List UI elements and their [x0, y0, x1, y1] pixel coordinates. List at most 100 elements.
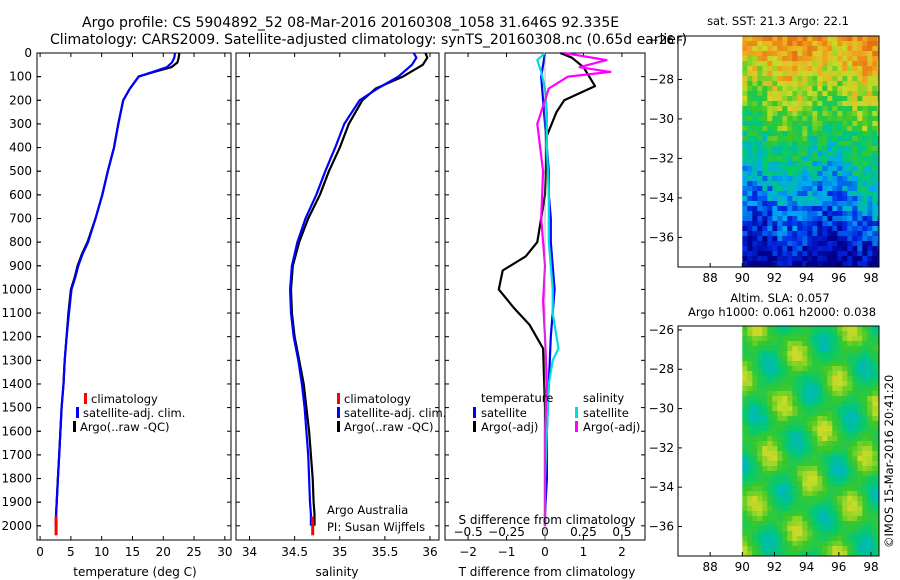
heatmap-cell: [817, 371, 823, 377]
heatmap-cell: [827, 46, 833, 52]
heatmap-cell: [822, 51, 828, 57]
heatmap-cell: [747, 246, 753, 252]
heatmap-cell: [767, 116, 773, 122]
heatmap-cell: [752, 366, 758, 372]
heatmap-cell: [777, 36, 783, 42]
heatmap-cell: [767, 196, 773, 202]
x-tick-label: 25: [186, 545, 201, 559]
heatmap-cell: [842, 221, 848, 227]
heatmap-cell: [807, 366, 813, 372]
heatmap-cell: [812, 371, 818, 377]
heatmap-cell: [822, 401, 828, 407]
heatmap-cell: [812, 336, 818, 342]
heatmap-cell: [752, 451, 758, 457]
heatmap-cell: [812, 111, 818, 117]
heatmap-cell: [857, 381, 863, 387]
heatmap-cell: [797, 256, 803, 262]
heatmap-cell: [747, 476, 753, 482]
heatmap-cell: [797, 521, 803, 527]
heatmap-cell: [812, 181, 818, 187]
heatmap-cell: [837, 126, 843, 132]
heatmap-cell: [767, 481, 773, 487]
y-tick-label: 900: [9, 259, 32, 273]
heatmap-cell: [782, 66, 788, 72]
heatmap-cell: [867, 136, 873, 142]
x-tick-label: 98: [863, 271, 878, 285]
heatmap-cell: [772, 331, 778, 337]
heatmap-cell: [767, 521, 773, 527]
heatmap-cell: [772, 371, 778, 377]
heatmap-cell: [862, 421, 868, 427]
heatmap-cell: [792, 116, 798, 122]
heatmap-cell: [822, 261, 828, 267]
heatmap-cell: [787, 101, 793, 107]
heatmap-cell: [752, 346, 758, 352]
salinity-annotation-2: PI: Susan Wijffels: [327, 520, 425, 534]
heatmap-cell: [812, 171, 818, 177]
heatmap-cell: [742, 441, 748, 447]
heatmap-cell: [782, 491, 788, 497]
heatmap-cell: [872, 176, 878, 182]
heatmap-cell: [847, 431, 853, 437]
heatmap-cell: [852, 331, 858, 337]
heatmap-cell: [857, 371, 863, 377]
heatmap-cell: [792, 181, 798, 187]
heatmap-cell: [807, 406, 813, 412]
heatmap-cell: [817, 516, 823, 522]
heatmap-cell: [867, 71, 873, 77]
heatmap-cell: [847, 236, 853, 242]
y-tick-label: 2000: [1, 519, 32, 533]
heatmap-cell: [747, 261, 753, 267]
heatmap-cell: [792, 221, 798, 227]
heatmap-cell: [842, 166, 848, 172]
heatmap-cell: [827, 426, 833, 432]
heatmap-cell: [877, 111, 880, 117]
heatmap-cell: [837, 391, 843, 397]
heatmap-cell: [777, 41, 783, 47]
heatmap-cell: [832, 51, 838, 57]
heatmap-cell: [802, 116, 808, 122]
heatmap-cell: [847, 436, 853, 442]
heatmap-cell: [802, 206, 808, 212]
heatmap-cell: [752, 201, 758, 207]
heatmap-cell: [807, 426, 813, 432]
heatmap-cell: [797, 441, 803, 447]
heatmap-cell: [847, 346, 853, 352]
heatmap-cell: [842, 376, 848, 382]
heatmap-cell: [782, 166, 788, 172]
heatmap-cell: [867, 106, 873, 112]
heatmap-cell: [867, 466, 873, 472]
heatmap-cell: [832, 531, 838, 537]
heatmap-cell: [792, 531, 798, 537]
heatmap-cell: [872, 486, 878, 492]
heatmap-cell: [842, 411, 848, 417]
heatmap-cell: [837, 346, 843, 352]
heatmap-cell: [862, 71, 868, 77]
heatmap-cell: [822, 406, 828, 412]
y-tick-label: 1800: [1, 472, 32, 486]
heatmap-cell: [807, 246, 813, 252]
heatmap-cell: [757, 201, 763, 207]
heatmap-cell: [777, 541, 783, 547]
heatmap-cell: [782, 486, 788, 492]
x-tick-label: 35: [332, 545, 347, 559]
heatmap-cell: [787, 411, 793, 417]
heatmap-cell: [752, 231, 758, 237]
heatmap-cell: [847, 356, 853, 362]
heatmap-cell: [752, 521, 758, 527]
heatmap-cell: [852, 396, 858, 402]
heatmap-cell: [827, 496, 833, 502]
heatmap-cell: [812, 191, 818, 197]
heatmap-cell: [757, 231, 763, 237]
heatmap-cell: [747, 521, 753, 527]
heatmap-cell: [792, 486, 798, 492]
heatmap-cell: [742, 501, 748, 507]
heatmap-cell: [837, 431, 843, 437]
heatmap-cell: [782, 206, 788, 212]
heatmap-cell: [767, 476, 773, 482]
heatmap-cell: [812, 261, 818, 267]
heatmap-cell: [772, 531, 778, 537]
heatmap-cell: [862, 346, 868, 352]
heatmap-cell: [757, 151, 763, 157]
heatmap-cell: [837, 426, 843, 432]
